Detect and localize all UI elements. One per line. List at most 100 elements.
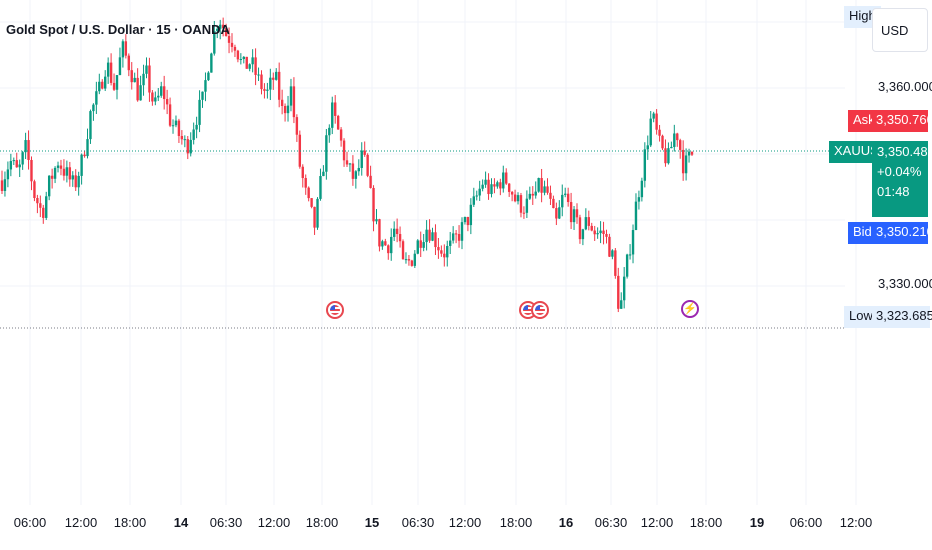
candle — [472, 187, 475, 207]
candle-body — [210, 53, 213, 73]
candle-body — [540, 178, 543, 193]
candle-body — [546, 186, 549, 193]
candle — [667, 142, 670, 165]
candle-body — [160, 86, 163, 96]
candle — [487, 173, 490, 200]
time-tick-label: 12:00 — [839, 515, 873, 530]
candle — [516, 192, 520, 205]
candle — [422, 233, 425, 252]
candle-body — [416, 240, 419, 254]
candle-body — [245, 56, 248, 69]
candle — [398, 226, 402, 248]
candle-body — [221, 24, 225, 29]
candle — [292, 77, 296, 124]
time-tick-label: 12:00 — [448, 515, 482, 530]
lightning-icon[interactable]: ⚡ — [681, 300, 699, 318]
candle-body — [534, 191, 537, 196]
candle-body — [637, 197, 641, 202]
candle — [277, 62, 281, 108]
candle — [201, 91, 204, 108]
candle — [561, 184, 564, 217]
candle — [98, 73, 101, 95]
candle-body — [587, 217, 590, 226]
candle — [6, 161, 10, 188]
candle — [684, 148, 688, 181]
symbol-title[interactable]: Gold Spot / U.S. Dollar · 15 · OANDA — [6, 22, 230, 37]
candle-body — [183, 139, 187, 141]
candle — [112, 73, 116, 92]
candle — [628, 244, 632, 260]
candle-body — [658, 129, 661, 136]
candle-body — [298, 134, 302, 167]
candle-body — [384, 241, 387, 246]
candle — [664, 139, 667, 167]
candle — [213, 20, 216, 56]
candle-body — [611, 250, 614, 257]
candle — [27, 130, 30, 170]
candle-body — [148, 65, 151, 93]
candle-body — [260, 74, 263, 90]
candle — [605, 229, 608, 244]
candle — [552, 195, 555, 209]
time-tick-label: 14 — [173, 515, 189, 530]
candle — [363, 141, 366, 157]
candle-body — [275, 71, 278, 80]
candle — [242, 56, 245, 64]
candle-body — [434, 232, 437, 248]
bid-price: 3,350.210 — [872, 222, 932, 244]
candle — [593, 225, 596, 241]
candle-body — [280, 99, 284, 106]
candle — [115, 74, 119, 100]
candle — [18, 159, 21, 178]
candle — [95, 81, 98, 115]
candle — [62, 159, 66, 181]
candle-body — [392, 228, 396, 237]
high-label: High — [844, 6, 881, 28]
candle — [540, 168, 543, 203]
candle — [416, 239, 419, 255]
candle-body — [564, 193, 567, 195]
candle-body — [575, 209, 579, 218]
candle — [590, 222, 593, 232]
currency-button[interactable]: USD — [872, 8, 928, 52]
candle — [690, 151, 694, 157]
bar-countdown: 01:48 — [877, 184, 910, 199]
candle — [357, 159, 360, 176]
candle-body — [528, 193, 532, 199]
us-flag-icon[interactable] — [531, 301, 549, 319]
candle-body — [549, 192, 552, 199]
candle-body — [207, 72, 210, 81]
price-tick-3330: 3,330.000 — [878, 276, 932, 291]
candle-body — [286, 105, 290, 114]
candle — [401, 239, 405, 260]
candle — [522, 206, 526, 219]
candle-body — [162, 86, 166, 100]
us-flag-icon[interactable] — [326, 301, 344, 319]
candle-body — [395, 228, 399, 235]
candle — [145, 57, 148, 79]
candle — [457, 225, 461, 248]
candle-body — [599, 230, 602, 234]
candle-body — [310, 198, 313, 207]
low-label: Low — [844, 306, 878, 328]
candle-body — [71, 175, 74, 180]
candle-body — [596, 233, 599, 235]
candle-body — [213, 30, 216, 54]
candle — [316, 197, 319, 230]
candle — [216, 26, 219, 39]
candle — [165, 89, 169, 115]
candle-body — [605, 233, 608, 237]
candle-body — [151, 92, 154, 102]
candle-body — [106, 62, 110, 77]
candle — [446, 240, 449, 267]
candle-body — [561, 194, 564, 208]
candle — [496, 180, 499, 189]
candle-body — [124, 41, 128, 56]
candle-body — [171, 125, 175, 127]
candle — [681, 140, 685, 181]
candle-body — [233, 46, 237, 51]
candle — [366, 153, 369, 178]
candle — [118, 47, 122, 76]
